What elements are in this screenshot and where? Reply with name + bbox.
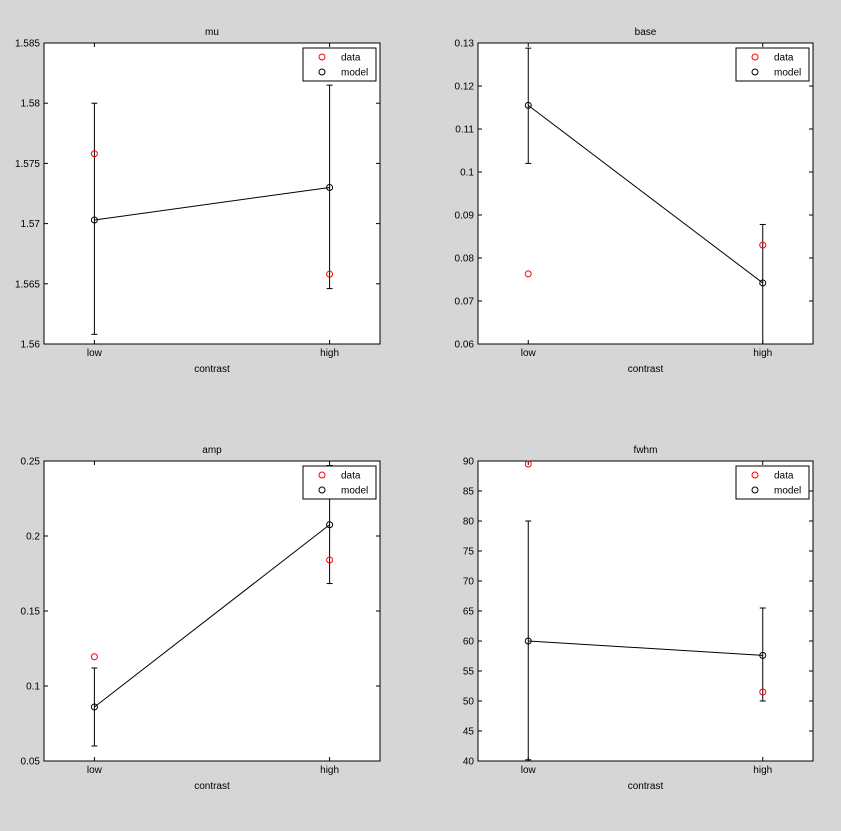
y-tick-label: 55 — [463, 667, 475, 678]
data-point — [759, 241, 767, 249]
chart-amp: 0.05 0.1 0.15 0.2 0.25 low high amp contrast data… — [21, 445, 381, 792]
y-tick-label: 0.08 — [455, 254, 475, 265]
y-tick-label: 40 — [463, 757, 475, 768]
y-tick-label: 1.575 — [15, 159, 40, 170]
y-tick-label: 1.585 — [15, 39, 40, 50]
data-point — [759, 688, 767, 696]
y-tick-label: 90 — [463, 457, 475, 468]
y-tick-label: 0.05 — [21, 757, 41, 768]
y-tick-label: 0.1 — [26, 682, 40, 693]
y-tick-label: 0.1 — [460, 168, 474, 179]
y-tick-label: 0.15 — [21, 607, 41, 618]
legend-data-label: data — [341, 471, 361, 482]
data-point — [326, 556, 334, 564]
y-tick-label: 45 — [463, 727, 475, 738]
legend-data-label: data — [774, 471, 794, 482]
legend-model-marker — [751, 486, 759, 494]
model-line — [94, 186, 330, 221]
axes-frame — [477, 460, 814, 762]
y-tick-label: 0.11 — [455, 125, 474, 136]
y-tick-label: 0.12 — [455, 82, 475, 93]
data-point — [90, 150, 98, 158]
legend: data model — [735, 47, 810, 82]
chart-title: amp — [202, 445, 222, 456]
model-line — [527, 104, 764, 284]
chart-title: fwhm — [634, 445, 658, 456]
y-tick-label: 80 — [463, 517, 475, 528]
y-tick-label: 0.2 — [26, 532, 40, 543]
model-line — [528, 640, 763, 656]
model-point — [759, 279, 767, 287]
x-axis-label: contrast — [194, 364, 230, 375]
legend-data-label: data — [774, 53, 794, 64]
x-axis-label: contrast — [628, 781, 664, 792]
data-point — [524, 460, 532, 468]
x-tick-label: high — [753, 348, 772, 359]
legend: data model — [735, 465, 810, 500]
legend-data-label: data — [341, 53, 361, 64]
model-point — [326, 183, 334, 191]
model-point — [524, 101, 532, 109]
y-tick-label: 0.13 — [455, 39, 475, 50]
chart-base: 0.06 0.07 0.08 0.09 0.1 0.11 0.12 0.13 low high ba… — [455, 27, 814, 375]
chart-title: mu — [205, 27, 219, 38]
x-tick-label: high — [753, 765, 772, 776]
legend-model-marker — [318, 486, 326, 494]
axes-frame — [43, 460, 381, 762]
legend-model-label: model — [774, 68, 801, 79]
chart-title: base — [635, 27, 657, 38]
data-point — [326, 270, 334, 278]
axes-frame — [477, 42, 814, 345]
y-tick-label: 0.25 — [21, 457, 41, 468]
x-tick-label: high — [320, 348, 339, 359]
y-tick-label: 0.07 — [455, 297, 475, 308]
y-tick-label: 0.09 — [455, 211, 475, 222]
y-tick-label: 0.06 — [455, 340, 475, 351]
y-tick-label: 1.57 — [21, 219, 41, 230]
x-tick-label: high — [320, 765, 339, 776]
legend-box — [735, 47, 810, 82]
y-tick-label: 1.565 — [15, 279, 40, 290]
x-axis-label: contrast — [194, 781, 230, 792]
data-point — [90, 653, 98, 661]
model-point — [759, 651, 767, 659]
legend-model-label: model — [774, 486, 801, 497]
axes-frame — [43, 42, 381, 345]
chart-fwhm: 40 45 50 55 60 65 70 75 80 85 90 low high fwhm contras… — [463, 445, 814, 792]
model-point — [90, 703, 98, 711]
legend-data-marker — [751, 53, 759, 61]
model-point — [90, 216, 98, 224]
x-tick-label: low — [87, 765, 103, 776]
legend-box — [302, 47, 377, 82]
x-axis-label: contrast — [628, 364, 664, 375]
model-line — [94, 524, 330, 708]
y-tick-label: 1.56 — [21, 340, 41, 351]
x-tick-label: low — [521, 765, 537, 776]
legend-data-marker — [318, 471, 326, 479]
x-tick-label: low — [521, 348, 537, 359]
legend-data-marker — [318, 53, 326, 61]
model-point — [326, 521, 334, 529]
y-tick-label: 65 — [463, 607, 475, 618]
x-tick-label: low — [87, 348, 103, 359]
legend-box — [735, 465, 810, 500]
legend-model-marker — [318, 68, 326, 76]
legend-model-marker — [751, 68, 759, 76]
data-point — [524, 270, 532, 278]
model-point — [524, 637, 532, 645]
y-tick-label: 70 — [463, 577, 475, 588]
legend-model-label: model — [341, 486, 368, 497]
legend: data model — [302, 47, 377, 82]
legend-model-label: model — [341, 68, 368, 79]
legend-data-marker — [751, 471, 759, 479]
y-tick-label: 75 — [463, 547, 475, 558]
legend-box — [302, 465, 377, 500]
y-tick-label: 50 — [463, 697, 475, 708]
y-tick-label: 1.58 — [21, 99, 41, 110]
chart-mu: 1.56 1.565 1.57 1.575 1.58 1.585 low high mu cont… — [15, 27, 381, 375]
y-tick-label: 60 — [463, 637, 475, 648]
legend: data model — [302, 465, 377, 500]
y-tick-label: 85 — [463, 487, 475, 498]
